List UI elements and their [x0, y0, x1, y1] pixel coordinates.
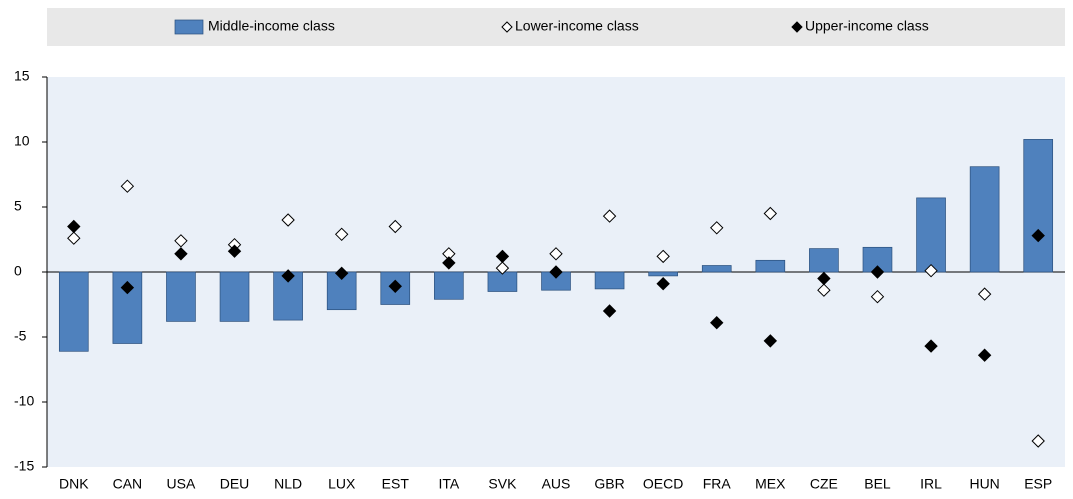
x-tick-label: BEL: [864, 476, 891, 492]
x-tick-label: MEX: [755, 476, 786, 492]
legend-swatch: [501, 21, 513, 33]
y-tick-label: 0: [14, 263, 22, 279]
x-tick-label: ESP: [1024, 476, 1052, 492]
x-tick-label: DNK: [59, 476, 89, 492]
bar: [434, 271, 464, 300]
marker: [549, 265, 563, 279]
x-tick-label: USA: [167, 476, 196, 492]
x-tick-label: DEU: [220, 476, 250, 492]
marker: [710, 221, 724, 235]
legend-background: [47, 8, 1065, 46]
x-tick-label: GBR: [594, 476, 624, 492]
x-tick-label: ITA: [438, 476, 459, 492]
y-tick-label: 15: [14, 68, 30, 84]
marker: [710, 315, 724, 330]
bar: [755, 259, 786, 273]
marker: [281, 269, 295, 283]
marker: [870, 265, 885, 279]
marker: [120, 280, 135, 295]
marker: [870, 289, 885, 304]
legend-label: Lower-income class: [515, 18, 639, 34]
legend-swatch: [791, 21, 803, 33]
bar: [648, 271, 678, 277]
legend-swatch: [174, 19, 204, 35]
bar: [219, 271, 250, 322]
marker: [602, 304, 617, 318]
x-tick-label: HUN: [969, 476, 999, 492]
marker: [334, 227, 349, 242]
marker: [924, 263, 938, 278]
bar: [916, 197, 946, 273]
y-tick-label: -10: [14, 393, 34, 409]
marker: [442, 256, 456, 270]
marker: [120, 179, 135, 193]
marker: [388, 219, 402, 234]
marker: [549, 247, 563, 261]
marker: [495, 249, 510, 264]
marker: [174, 234, 188, 248]
x-tick-label: SVK: [488, 476, 517, 492]
marker: [1031, 228, 1045, 243]
bar: [166, 271, 196, 322]
x-tick-label: AUS: [542, 476, 571, 492]
marker: [334, 266, 349, 281]
x-tick-label: FRA: [703, 476, 732, 492]
bar: [1023, 139, 1054, 273]
marker: [388, 279, 402, 294]
x-tick-label: CZE: [810, 476, 838, 492]
marker: [1031, 434, 1045, 448]
marker: [763, 334, 778, 348]
x-tick-label: CAN: [113, 476, 143, 492]
marker: [281, 213, 295, 227]
bar: [969, 166, 1000, 273]
marker: [67, 219, 81, 234]
x-tick-label: IRL: [920, 476, 942, 492]
legend-label: Upper-income class: [805, 18, 929, 34]
marker: [656, 249, 670, 264]
marker: [817, 271, 831, 286]
bar: [487, 271, 518, 292]
marker: [656, 276, 670, 291]
marker: [977, 287, 992, 301]
x-tick-label: NLD: [274, 476, 302, 492]
marker: [67, 231, 81, 245]
marker: [602, 209, 617, 223]
marker: [763, 206, 778, 221]
marker: [977, 348, 992, 362]
x-tick-label: EST: [382, 476, 410, 492]
y-tick-label: -15: [14, 458, 34, 474]
bar: [594, 271, 625, 290]
marker: [924, 339, 938, 353]
bar: [58, 271, 89, 352]
marker: [817, 283, 831, 297]
x-tick-label: LUX: [328, 476, 356, 492]
legend-label: Middle-income class: [208, 18, 335, 34]
x-tick-label: OECD: [643, 476, 683, 492]
marker: [495, 261, 510, 275]
bar: [809, 248, 839, 273]
bar: [701, 265, 732, 273]
marker: [174, 247, 188, 261]
y-tick-label: 10: [14, 133, 30, 149]
y-tick-label: 5: [14, 198, 22, 214]
marker: [227, 244, 242, 258]
y-tick-label: -5: [14, 328, 27, 344]
